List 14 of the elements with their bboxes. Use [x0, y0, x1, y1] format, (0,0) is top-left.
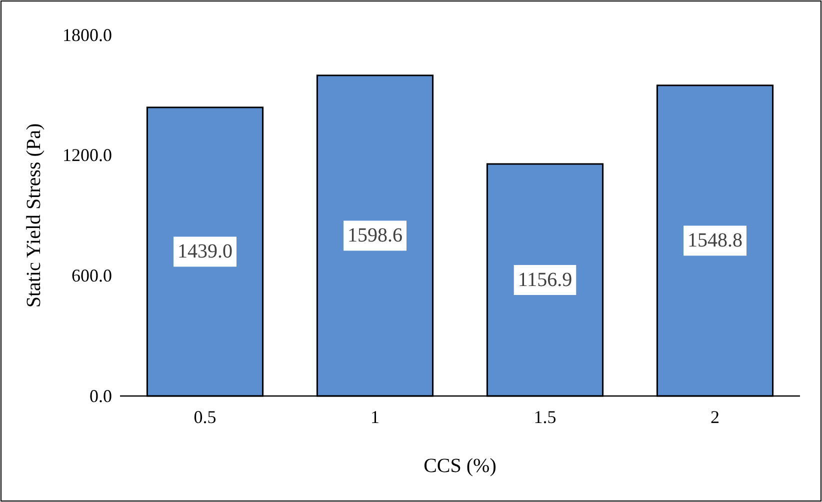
x-tick-label: 1.5 — [534, 406, 556, 427]
x-tick-label: 1 — [370, 406, 380, 427]
data-label: 1598.6 — [348, 224, 402, 247]
data-label: 1548.8 — [688, 230, 742, 252]
y-tick-label: 0.0 — [90, 386, 112, 406]
y-axis-title: Static Yield Stress (Pa) — [23, 123, 45, 308]
data-label: 1156.9 — [518, 268, 572, 291]
x-axis-title: CCS (%) — [424, 455, 496, 477]
x-tick-label: 2 — [710, 406, 720, 427]
data-label: 1439.0 — [178, 240, 232, 263]
y-tick-label: 1200.0 — [62, 145, 112, 166]
y-tick-label: 600.0 — [72, 265, 112, 286]
y-tick-label: 1800.0 — [62, 24, 112, 45]
x-tick-label: 0.5 — [194, 406, 216, 427]
